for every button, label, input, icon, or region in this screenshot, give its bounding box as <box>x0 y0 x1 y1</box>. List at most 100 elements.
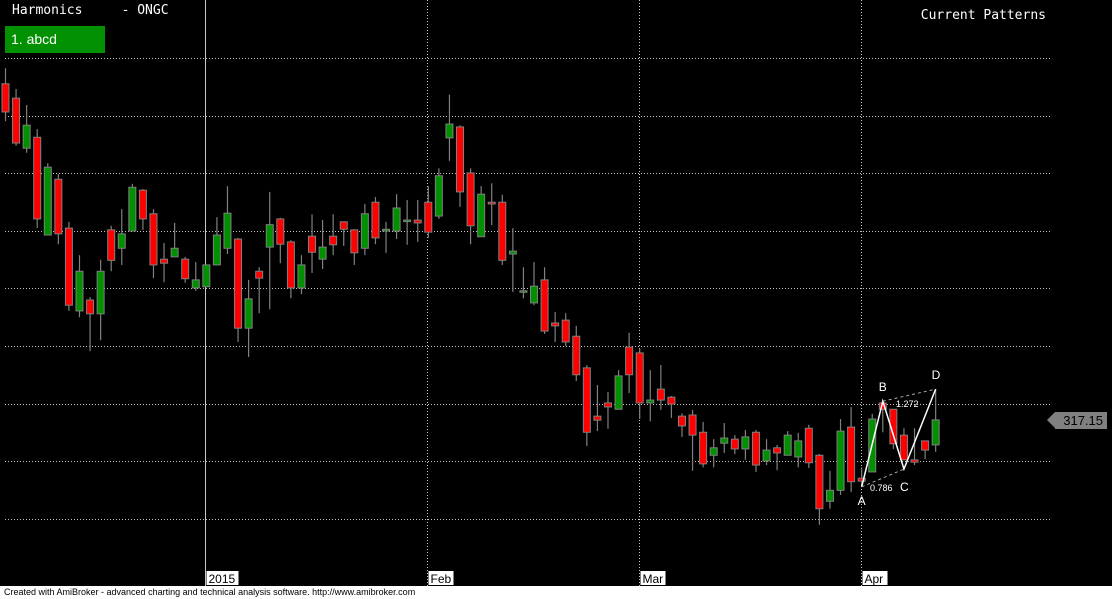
candle <box>234 237 243 342</box>
candle-body <box>635 352 644 404</box>
candle <box>688 409 697 471</box>
candle-body <box>910 459 919 463</box>
current-patterns-label: Current Patterns <box>920 8 1046 23</box>
candle <box>508 228 517 292</box>
candle <box>191 262 200 291</box>
candle-body <box>234 238 243 329</box>
candle <box>223 186 232 254</box>
x-tick-label: Feb <box>431 572 452 586</box>
candle <box>33 129 42 229</box>
candle <box>43 163 52 236</box>
pattern-line <box>860 388 937 488</box>
candle-body <box>255 270 264 279</box>
candle <box>22 105 31 153</box>
candle <box>804 424 813 468</box>
candle-body <box>487 201 496 205</box>
candle <box>519 267 528 299</box>
candle-body <box>741 436 750 450</box>
candle <box>403 199 412 245</box>
candle <box>329 214 338 256</box>
candle-body <box>677 415 686 427</box>
candle <box>656 364 665 410</box>
candle-body <box>825 489 834 502</box>
chart-title: Harmonics - ONGC <box>12 3 169 18</box>
candle-body <box>466 172 475 227</box>
candle-body <box>286 241 295 289</box>
candle-body <box>64 227 73 306</box>
candle <box>212 217 221 266</box>
candle-body <box>424 201 433 233</box>
pattern-point-b: B <box>879 380 887 394</box>
candles <box>1 68 940 525</box>
candle <box>582 364 591 447</box>
candle <box>931 389 940 452</box>
candle-body <box>751 431 760 466</box>
candle-body <box>551 322 560 327</box>
candle-body <box>498 201 507 261</box>
candle <box>424 186 433 238</box>
candle <box>117 209 126 265</box>
candle-body <box>107 229 116 261</box>
candle-body <box>530 285 538 304</box>
candle <box>75 255 84 318</box>
candle-body <box>403 219 412 223</box>
candle <box>825 470 834 509</box>
candle-body <box>128 186 137 232</box>
candle-body <box>720 437 729 444</box>
pattern-point-a: A <box>858 494 866 508</box>
candle-body <box>582 367 591 433</box>
candle <box>699 421 708 468</box>
footer-credit: Created with AmiBroker - advanced charti… <box>0 586 1112 599</box>
candle <box>170 222 179 258</box>
gridlines <box>5 0 1052 586</box>
candle <box>360 203 369 256</box>
candle-body <box>762 449 771 462</box>
pattern-point-d: D <box>932 368 941 382</box>
candle-body <box>54 178 63 235</box>
candle-body <box>75 270 84 312</box>
candle <box>530 262 538 306</box>
candle <box>730 435 739 455</box>
candle-body <box>297 264 306 289</box>
candle-body <box>160 258 169 264</box>
candle <box>572 325 581 382</box>
candle <box>910 428 919 466</box>
candle-body <box>931 419 940 446</box>
candle <box>646 370 655 422</box>
candle-body <box>773 447 782 454</box>
candle-body <box>1 83 10 113</box>
candle-body <box>33 136 42 220</box>
candle <box>477 186 486 238</box>
candle <box>371 197 380 245</box>
candle-body <box>836 430 845 491</box>
candle <box>794 432 803 468</box>
candle <box>308 214 317 273</box>
candle-body <box>804 427 813 464</box>
candle-body <box>889 408 898 445</box>
last-price-tag: 317.15 <box>1047 412 1107 429</box>
candle <box>889 408 898 449</box>
candle-body <box>794 440 803 458</box>
ratio-line-ac <box>861 468 905 488</box>
candle <box>138 189 147 230</box>
candle-body <box>371 201 380 239</box>
pattern-button-abcd[interactable]: 1. abcd <box>5 26 105 53</box>
candle-body <box>43 166 52 236</box>
candle <box>160 243 169 283</box>
candle <box>540 267 549 334</box>
candle <box>625 332 634 394</box>
candle-body <box>593 415 602 421</box>
candle-body <box>561 319 570 343</box>
candle <box>551 312 560 342</box>
candle-body <box>603 402 612 408</box>
candle <box>847 406 856 493</box>
x-label-bg <box>206 571 239 585</box>
candle <box>751 429 760 472</box>
candle <box>603 392 612 429</box>
candle-body <box>276 218 285 245</box>
candle-body <box>170 247 179 258</box>
candle-body <box>318 246 327 260</box>
candle-body <box>149 213 158 266</box>
candle-body <box>815 454 824 510</box>
candle-body <box>360 213 369 249</box>
